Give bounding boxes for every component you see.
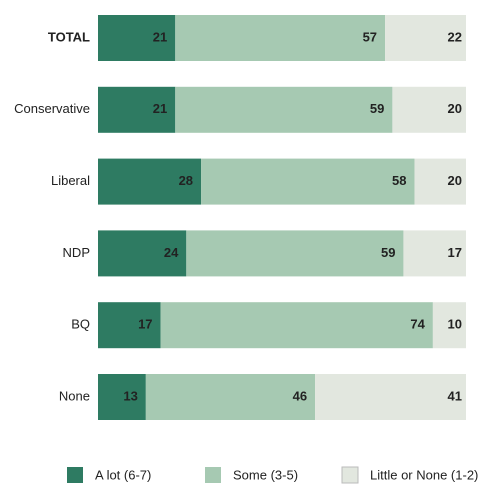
value-label: 20 <box>448 101 462 116</box>
bar-segment <box>414 158 466 205</box>
y-tick-label: Conservative <box>14 101 90 116</box>
y-tick-label: TOTAL <box>48 29 90 44</box>
legend-swatch <box>205 467 221 483</box>
legend-label: Little or None (1-2) <box>370 467 478 482</box>
bar-segment <box>160 302 433 349</box>
y-tick-label: None <box>59 388 90 403</box>
value-label: 13 <box>123 388 137 403</box>
bar-segment <box>392 86 466 133</box>
y-tick-label: BQ <box>71 317 90 332</box>
value-label: 41 <box>448 388 462 403</box>
value-label: 10 <box>448 317 462 332</box>
bar-segment <box>98 158 202 205</box>
bar-segment <box>175 86 393 133</box>
value-label: 17 <box>138 317 152 332</box>
bar-segment <box>403 230 466 277</box>
value-label: 74 <box>410 317 425 332</box>
y-tick-label: Liberal <box>51 173 90 188</box>
bar-segment <box>98 230 187 277</box>
value-label: 20 <box>448 173 462 188</box>
value-label: 21 <box>153 29 167 44</box>
bar-segment <box>186 230 404 277</box>
value-label: 21 <box>153 101 167 116</box>
bar-segment <box>201 158 415 205</box>
value-label: 58 <box>392 173 406 188</box>
value-label: 22 <box>448 29 462 44</box>
bar-segment <box>145 374 316 420</box>
legend-label: Some (3-5) <box>233 467 298 482</box>
legend-label: A lot (6-7) <box>95 467 151 482</box>
value-label: 17 <box>448 245 462 260</box>
bar-segment <box>98 374 146 420</box>
plot-area <box>98 15 466 420</box>
bar-segment <box>175 15 386 61</box>
y-tick-label: NDP <box>63 245 90 260</box>
legend-swatch <box>341 466 359 484</box>
bar-segment <box>98 15 176 61</box>
labels: TOTAL 21 57 22 Conservative 21 59 20 Liberal 28 58… <box>14 29 478 484</box>
bar-segment <box>98 302 161 349</box>
legend-swatch <box>67 467 83 483</box>
value-label: 46 <box>293 388 307 403</box>
bar-segment <box>315 374 466 420</box>
value-label: 59 <box>370 101 384 116</box>
bar-segment <box>98 86 176 133</box>
value-label: 57 <box>363 29 377 44</box>
bar-segment <box>385 15 466 61</box>
value-label: 24 <box>164 245 179 260</box>
value-label: 28 <box>179 173 193 188</box>
bar-segment <box>432 302 466 349</box>
value-label: 59 <box>381 245 395 260</box>
